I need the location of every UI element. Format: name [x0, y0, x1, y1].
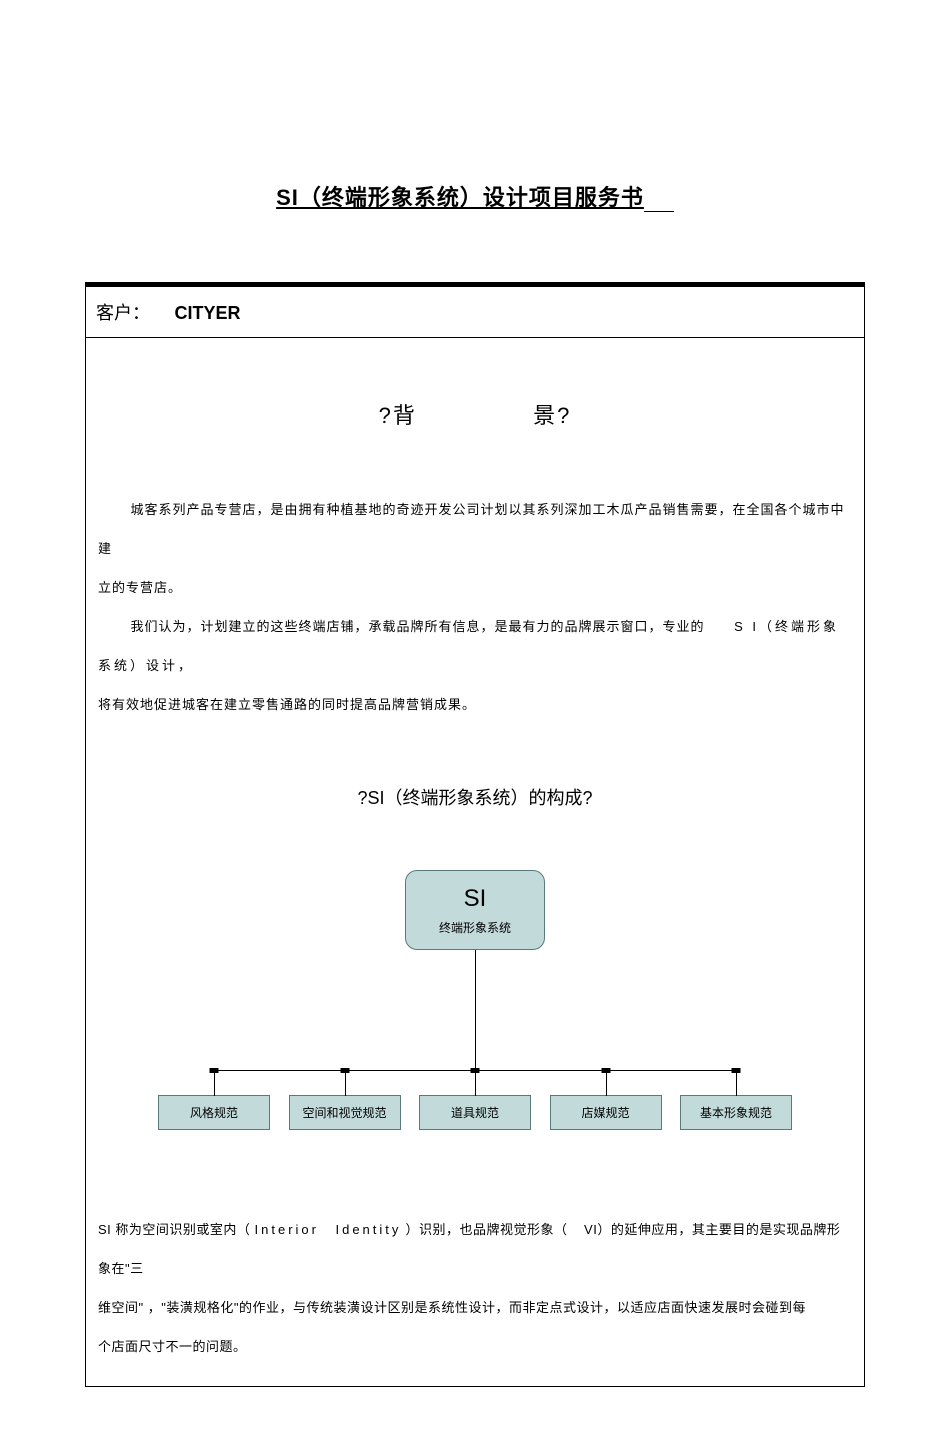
child-node-3: 店媒规范 [550, 1095, 662, 1130]
section-heading-background: ?背 景? [98, 398, 852, 430]
para-background-2c: 将有效地促进城客在建立零售通路的同时提高品牌营销成果。 [98, 685, 852, 724]
para-background-2: 我们认为，计划建立的这些终端店铺，承载品牌所有信息，是最有力的品牌展示窗口，专业… [98, 607, 852, 685]
root-node: SI 终端形象系统 [405, 870, 545, 950]
heading-left: ?背 [379, 403, 417, 428]
client-label: 客户： [96, 303, 150, 323]
document-title: SI（终端形象系统）设计项目服务书 [85, 180, 865, 212]
child-node-2: 道具规范 [419, 1095, 531, 1130]
para-background-1b: 立的专营店。 [98, 568, 852, 607]
main-frame: 客户： CITYER ?背 景? 城客系列产品专营店，是由拥有种植基地的奇迹开发… [85, 282, 865, 1387]
footer-paragraph-3: 个店面尺寸不一的问题。 [98, 1327, 852, 1366]
footer-paragraph: SI 称为空间识别或室内（ Interior Identity ）识别，也品牌视… [98, 1210, 852, 1288]
section-heading-composition: ?SI（终端形象系统）的构成? [98, 784, 852, 810]
connector-vertical [475, 950, 476, 1070]
child-row: 风格规范空间和视觉规范道具规范店媒规范基本形象规范 [98, 1095, 852, 1130]
root-node-subtitle: 终端形象系统 [439, 919, 511, 936]
child-node-4: 基本形象规范 [680, 1095, 792, 1130]
client-value: CITYER [175, 303, 241, 323]
heading-right: 景? [533, 403, 571, 428]
footer-paragraph-2: 维空间" ，"装潢规格化"的作业，与传统装潢设计区别是系统性设计，而非定点式设计… [98, 1288, 852, 1327]
root-node-title: SI [464, 885, 487, 913]
si-tree-diagram: SI 终端形象系统 风格规范空间和视觉规范道具规范店媒规范基本形象规范 [98, 870, 852, 1170]
content-area: ?背 景? 城客系列产品专营店，是由拥有种植基地的奇迹开发公司计划以其系列深加工… [86, 338, 864, 1386]
client-row: 客户： CITYER [86, 287, 864, 338]
child-node-0: 风格规范 [158, 1095, 270, 1130]
child-node-1: 空间和视觉规范 [289, 1095, 401, 1130]
para-background-1: 城客系列产品专营店，是由拥有种植基地的奇迹开发公司计划以其系列深加工木瓜产品销售… [98, 490, 852, 568]
